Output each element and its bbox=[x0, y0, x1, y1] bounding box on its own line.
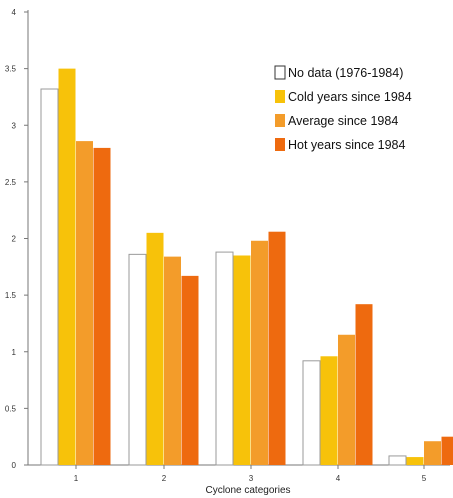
bar-cat2-series4 bbox=[181, 275, 199, 465]
bar-cat5-series4 bbox=[441, 436, 453, 465]
bars bbox=[40, 68, 453, 466]
y-tick-label: 0 bbox=[12, 461, 17, 470]
y-tick-label: 0.5 bbox=[5, 404, 17, 413]
bar-cat1-series1 bbox=[40, 88, 59, 466]
y-tick-label: 4 bbox=[12, 8, 17, 17]
legend-swatch-series4 bbox=[275, 138, 285, 151]
bar-cat1-series4 bbox=[93, 147, 111, 465]
legend: No data (1976-1984) Cold years since 1984… bbox=[274, 65, 412, 152]
bar-cat4-series2 bbox=[320, 356, 338, 465]
x-tick-label: 5 bbox=[422, 474, 427, 483]
bar-cat5-series1 bbox=[388, 455, 407, 466]
y-tick-label: 1 bbox=[12, 348, 17, 357]
bar-cat3-series2 bbox=[233, 255, 251, 465]
bar-cat1-series2 bbox=[58, 68, 76, 465]
y-tick-label: 2.5 bbox=[5, 178, 17, 187]
bar-cat2-series2 bbox=[146, 232, 164, 465]
bar-cat2-series3 bbox=[164, 256, 181, 465]
x-tick-label: 2 bbox=[162, 474, 167, 483]
legend-label-series1: No data (1976-1984) bbox=[288, 66, 403, 80]
legend-label-series3: Average since 1984 bbox=[288, 114, 398, 128]
bar-cat4-series3 bbox=[338, 334, 355, 465]
legend-label-series4: Hot years since 1984 bbox=[288, 138, 405, 152]
x-tick-label: 1 bbox=[74, 474, 79, 483]
y-axis: 0 0.5 1 1.5 2 2.5 3 3.5 4 bbox=[5, 8, 29, 470]
y-tick-label: 2 bbox=[12, 235, 17, 244]
x-tick-label: 3 bbox=[249, 474, 254, 483]
bar-cat3-series1 bbox=[215, 251, 234, 466]
legend-swatch-series3 bbox=[275, 114, 285, 127]
bar-cat4-series1 bbox=[302, 360, 321, 466]
legend-swatch-series2 bbox=[275, 90, 285, 103]
legend-swatch-series1 bbox=[274, 65, 286, 80]
y-tick-label: 1.5 bbox=[5, 291, 17, 300]
legend-label-series2: Cold years since 1984 bbox=[288, 90, 412, 104]
bar-cat1-series3 bbox=[76, 141, 93, 466]
bar-cat3-series3 bbox=[251, 240, 268, 465]
bar-cat3-series4 bbox=[268, 231, 286, 465]
x-axis-title: Cyclone categories bbox=[205, 485, 290, 496]
bar-cat5-series2 bbox=[406, 457, 424, 465]
x-tick-label: 4 bbox=[336, 474, 341, 483]
bar-cat2-series1 bbox=[128, 253, 147, 466]
y-tick-label: 3 bbox=[12, 121, 17, 130]
bar-cat4-series4 bbox=[355, 304, 373, 465]
y-tick-label: 3.5 bbox=[5, 65, 17, 74]
bar-cat5-series3 bbox=[424, 441, 441, 465]
